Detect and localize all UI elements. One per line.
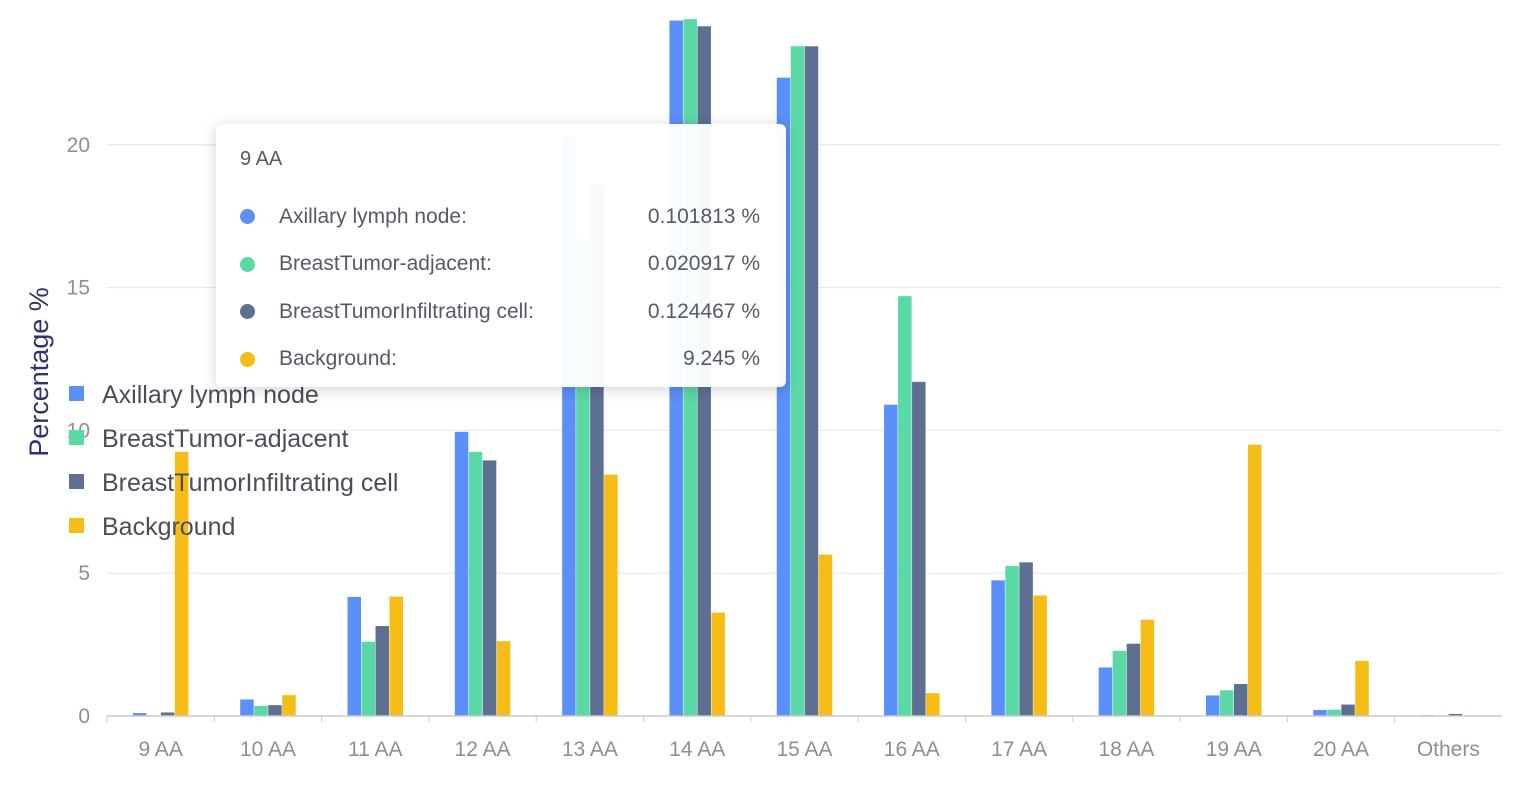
bar[interactable] xyxy=(711,612,725,716)
bar[interactable] xyxy=(174,451,189,716)
bar[interactable] xyxy=(454,431,469,716)
x-tick-label: 14 AA xyxy=(669,738,725,761)
legend-label: BreastTumor-adjacent xyxy=(102,425,348,453)
bar[interactable] xyxy=(991,580,1005,716)
bar[interactable] xyxy=(884,404,898,716)
bar[interactable] xyxy=(254,706,268,716)
x-tick-label: 17 AA xyxy=(991,738,1047,761)
tooltip-series-name: BreastTumor-adjacent: xyxy=(279,252,492,276)
bar[interactable] xyxy=(912,381,926,716)
tooltip-series-value: 0.124467 % xyxy=(647,299,760,323)
series-dot-icon xyxy=(240,209,255,225)
bar[interactable] xyxy=(132,713,147,716)
x-tick-label: 10 AA xyxy=(240,738,296,761)
y-tick-label: 5 xyxy=(78,562,90,585)
tooltip: 9 AA Axillary lymph node: 0.101813 % Bre… xyxy=(216,124,786,387)
tooltip-row: BreastTumor-adjacent: 0.020917 % xyxy=(240,241,760,289)
tooltip-series-name: Background: xyxy=(279,347,397,371)
bar[interactable] xyxy=(268,705,282,716)
bar[interactable] xyxy=(160,712,175,716)
tooltip-row: Background: 9.245 % xyxy=(240,336,760,384)
x-tick-label: 18 AA xyxy=(1098,738,1154,761)
legend-marker-icon xyxy=(69,386,84,401)
bar[interactable] xyxy=(898,296,912,716)
tooltip-series-value: 9.245 % xyxy=(682,347,760,371)
bar[interactable] xyxy=(1033,595,1047,716)
bar[interactable] xyxy=(468,451,483,716)
series-dot-icon xyxy=(240,351,255,367)
bar[interactable] xyxy=(361,641,376,716)
x-tick-label: 15 AA xyxy=(776,738,832,761)
bar[interactable] xyxy=(496,641,511,716)
legend-marker-icon xyxy=(69,474,84,489)
bar[interactable] xyxy=(1313,710,1327,716)
x-tick-label: 16 AA xyxy=(884,738,940,761)
y-axis-title: Percentage % xyxy=(24,287,54,457)
bar[interactable] xyxy=(1126,643,1141,716)
series-dot-icon xyxy=(240,256,255,272)
bar[interactable] xyxy=(1098,667,1113,716)
bar[interactable] xyxy=(282,695,296,716)
tooltip-series-value: 0.101813 % xyxy=(647,204,760,228)
y-tick-label: 15 xyxy=(67,277,90,300)
bar[interactable] xyxy=(389,596,404,716)
legend-marker-icon xyxy=(69,430,84,445)
bar[interactable] xyxy=(790,46,805,716)
bar[interactable] xyxy=(1112,650,1127,716)
bar[interactable] xyxy=(1140,619,1155,716)
series-dot-icon xyxy=(240,304,255,320)
x-tick-label: 20 AA xyxy=(1313,738,1369,761)
bar[interactable] xyxy=(347,596,362,716)
y-tick-label: 0 xyxy=(78,705,90,728)
x-axis-ticks: 9 AA 10 AA 11 AA 12 AA 13 AA 14 AA 15 AA 16 AA 1… xyxy=(106,716,1480,761)
bar[interactable] xyxy=(1233,684,1248,716)
x-tick-label: 12 AA xyxy=(455,738,511,761)
bar[interactable] xyxy=(1327,709,1341,716)
legend[interactable]: Axillary lymph nodeBreastTumor-adjacentB… xyxy=(69,381,398,541)
bar[interactable] xyxy=(804,46,819,716)
bar[interactable] xyxy=(482,460,497,716)
bar[interactable] xyxy=(1019,562,1033,716)
tooltip-row: BreastTumorInfiltrating cell: 0.124467 % xyxy=(240,288,760,336)
bar[interactable] xyxy=(1219,690,1234,716)
bar[interactable] xyxy=(240,699,254,716)
legend-item[interactable]: BreastTumor-adjacent xyxy=(69,425,348,453)
bar[interactable] xyxy=(1205,695,1220,716)
bar[interactable] xyxy=(1005,566,1019,716)
bar[interactable] xyxy=(926,693,940,716)
bar[interactable] xyxy=(375,626,390,716)
x-tick-label: 19 AA xyxy=(1206,738,1262,761)
x-tick-label: Others xyxy=(1417,738,1480,761)
tooltip-series-value: 0.020917 % xyxy=(647,252,760,276)
legend-label: Background xyxy=(102,513,235,541)
y-tick-label: 20 xyxy=(67,134,90,157)
y-axis-ticks: 05101520 xyxy=(67,134,90,728)
legend-label: BreastTumorInfiltrating cell xyxy=(102,469,398,497)
tooltip-title: 9 AA xyxy=(240,148,283,170)
legend-item[interactable]: BreastTumorInfiltrating cell xyxy=(69,469,398,497)
bar[interactable] xyxy=(1355,660,1369,716)
bar[interactable] xyxy=(1247,444,1262,716)
legend-marker-icon xyxy=(69,518,84,533)
bar[interactable] xyxy=(604,474,618,716)
bar[interactable] xyxy=(1341,704,1355,716)
tooltip-series-name: Axillary lymph node: xyxy=(279,204,467,228)
bar[interactable] xyxy=(818,554,833,716)
tooltip-series-name: BreastTumorInfiltrating cell: xyxy=(279,299,534,323)
bar[interactable] xyxy=(1448,714,1463,716)
x-tick-label: 11 AA xyxy=(348,738,403,761)
legend-item[interactable]: Background xyxy=(69,513,235,541)
x-tick-label: 9 AA xyxy=(138,738,182,761)
tooltip-row: Axillary lymph node: 0.101813 % xyxy=(240,193,760,241)
x-tick-label: 13 AA xyxy=(562,738,618,761)
